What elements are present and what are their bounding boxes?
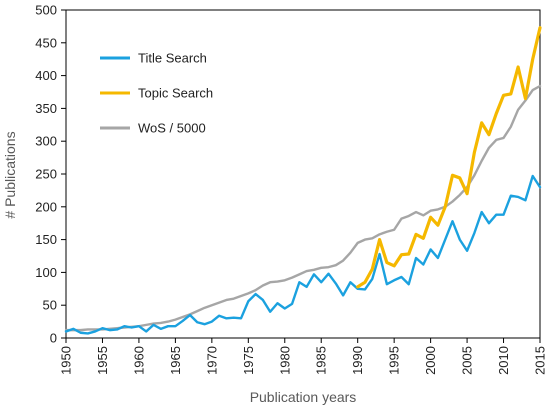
legend-label-wos-5000: WoS / 5000 — [138, 121, 206, 136]
x-tick-label: 1975 — [241, 346, 256, 375]
x-tick-label: 2010 — [496, 346, 511, 375]
x-axis-title: Publication years — [250, 389, 357, 405]
y-axis-title: # Publications — [2, 131, 18, 218]
y-tick-label: 300 — [35, 134, 57, 149]
x-tick-label: 1950 — [59, 346, 74, 375]
y-tick-label: 450 — [35, 35, 57, 50]
y-tick-label: 500 — [35, 3, 57, 18]
x-tick-label: 1980 — [277, 346, 292, 375]
x-tick-label: 1955 — [95, 346, 110, 375]
y-tick-label: 150 — [35, 232, 57, 247]
x-tick-label: 2000 — [423, 346, 438, 375]
y-tick-label: 250 — [35, 167, 57, 182]
y-tick-label: 400 — [35, 68, 57, 83]
y-tick-label: 200 — [35, 199, 57, 214]
x-tick-label: 1995 — [387, 346, 402, 375]
x-tick-label: 2015 — [533, 346, 548, 375]
series-layer — [64, 26, 542, 335]
y-tick-label: 0 — [50, 331, 57, 346]
legend: Title Search Topic Search WoS / 5000 — [100, 51, 213, 136]
x-tick-label: 2005 — [460, 346, 475, 375]
x-tick-label: 1965 — [168, 346, 183, 375]
series-line-wos-5000 — [64, 84, 542, 332]
y-tick-label: 100 — [35, 265, 57, 280]
legend-label-title-search: Title Search — [138, 51, 207, 66]
series-line-topic-search — [356, 26, 542, 289]
x-tick-label: 1990 — [350, 346, 365, 375]
x-tick-label: 1985 — [314, 346, 329, 375]
x-tick-label: 1960 — [131, 346, 146, 375]
legend-label-topic-search: Topic Search — [138, 86, 213, 101]
x-tick-label: 1970 — [204, 346, 219, 375]
series-line-title-search — [64, 174, 542, 335]
axes: 0 50 100 150 200 250 300 350 400 450 500 1950 1955 19… — [35, 3, 547, 375]
y-tick-label: 350 — [35, 101, 57, 116]
y-tick-label: 50 — [43, 298, 57, 313]
